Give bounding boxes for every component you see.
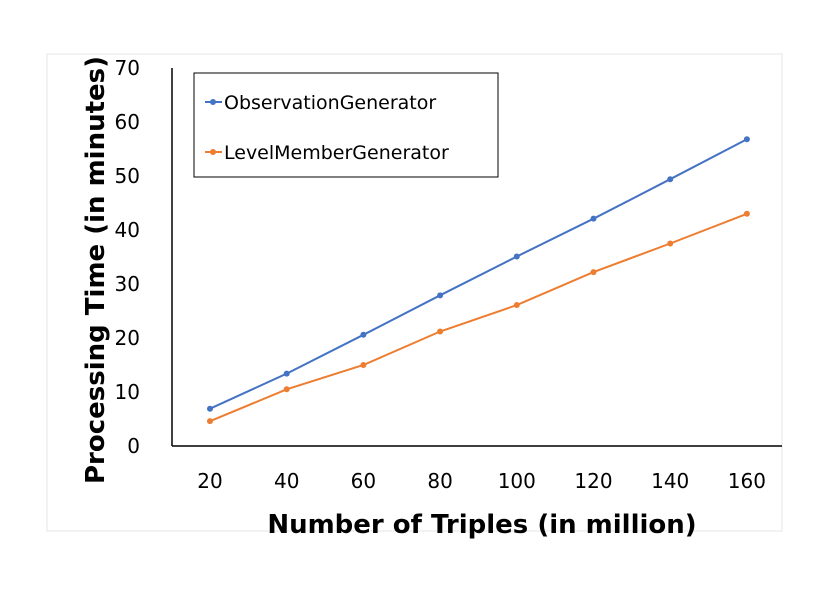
data-point-levelmembergenerator <box>207 418 213 425</box>
y-tick-label: 70 <box>115 56 140 80</box>
x-tick-label: 80 <box>427 469 452 493</box>
y-tick-label: 10 <box>115 380 140 404</box>
y-tick-label: 50 <box>115 164 140 188</box>
legend-marker-observation <box>210 99 216 105</box>
data-point-observationgenerator <box>513 253 520 260</box>
data-point-levelmembergenerator <box>513 302 520 309</box>
x-tick-label: 20 <box>197 469 222 493</box>
data-point-levelmembergenerator <box>283 386 290 393</box>
data-point-observationgenerator <box>283 370 290 377</box>
y-axis-tick-labels: 0 10 20 30 40 50 60 70 <box>115 56 140 458</box>
y-tick-label: 0 <box>127 434 140 458</box>
legend: ObservationGenerator LevelMemberGenerato… <box>193 72 499 178</box>
x-tick-label: 120 <box>574 469 612 493</box>
x-tick-label: 40 <box>274 469 299 493</box>
data-point-levelmembergenerator <box>667 240 674 247</box>
legend-label-levelmember: LevelMemberGenerator <box>224 142 449 164</box>
y-tick-label: 20 <box>115 326 140 350</box>
data-point-observationgenerator <box>590 215 597 222</box>
legend-label-observation: ObservationGenerator <box>224 92 436 114</box>
series-line-observationgenerator <box>209 138 748 410</box>
series-line-levelmembergenerator <box>209 212 748 423</box>
data-point-observationgenerator <box>360 331 367 338</box>
series-layer <box>207 136 750 425</box>
y-tick-label: 40 <box>115 218 140 242</box>
x-tick-label: 160 <box>728 469 766 493</box>
x-tick-label: 100 <box>498 469 536 493</box>
data-point-observationgenerator <box>743 136 750 143</box>
legend-marker-levelmember <box>210 149 216 155</box>
x-tick-label: 140 <box>651 469 689 493</box>
data-point-observationgenerator <box>207 405 213 412</box>
x-axis-title: Number of Triples (in million) <box>267 510 696 540</box>
data-point-levelmembergenerator <box>743 210 750 217</box>
data-point-levelmembergenerator <box>590 269 597 276</box>
data-point-levelmembergenerator <box>360 362 367 368</box>
y-tick-label: 60 <box>115 110 140 134</box>
data-point-observationgenerator <box>667 176 674 183</box>
data-point-levelmembergenerator <box>437 328 444 335</box>
x-axis-tick-labels: 20 40 60 80 100 120 140 160 <box>197 469 766 493</box>
data-point-observationgenerator <box>437 292 444 299</box>
x-tick-label: 60 <box>351 469 376 493</box>
y-axis-title: Processing Time (in minutes) <box>81 56 111 484</box>
legend-box <box>193 72 499 178</box>
y-tick-label: 30 <box>115 272 140 296</box>
